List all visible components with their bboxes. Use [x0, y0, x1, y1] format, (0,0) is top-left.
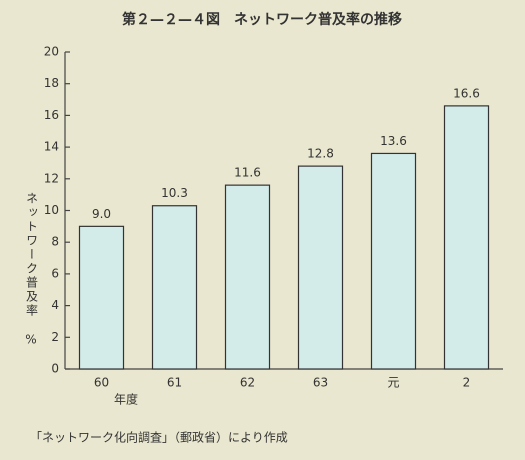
- bar: [443, 105, 490, 370]
- y-axis-unit: %: [25, 333, 36, 347]
- y-tick-label: 18: [44, 76, 59, 90]
- y-tick-label: 8: [51, 235, 59, 249]
- x-tick-label: 2: [463, 376, 471, 390]
- y-tick-label: 16: [44, 108, 59, 122]
- y-tick-label: 20: [44, 45, 59, 59]
- y-axis-label: ネットワーク普及率: [25, 192, 39, 318]
- chart-title: 第２—２—４図 ネットワーク普及率の推移: [122, 11, 402, 28]
- value-label: 16.6: [453, 86, 480, 100]
- y-tick-label: 12: [44, 171, 59, 185]
- y-tick-label: 0: [51, 362, 59, 376]
- bar: [297, 165, 344, 370]
- source-note: 「ネットワーク化向調査」（郵政省）により作成: [30, 430, 288, 445]
- value-label: 10.3: [161, 186, 188, 200]
- bar: [151, 205, 198, 370]
- y-tick-label: 6: [51, 266, 59, 280]
- bar: [224, 184, 271, 370]
- bar: [370, 152, 417, 370]
- x-tick-label: 60: [94, 376, 109, 390]
- value-label: 12.8: [307, 147, 334, 161]
- y-tick-label: 4: [51, 298, 59, 312]
- y-tick-label: 10: [44, 203, 59, 217]
- value-label: 9.0: [92, 207, 111, 221]
- x-tick-label: 62: [240, 376, 255, 390]
- x-tick-label: 63: [313, 376, 328, 390]
- bar: [78, 225, 125, 370]
- x-tick-label: 61: [167, 376, 182, 390]
- value-label: 11.6: [234, 166, 261, 180]
- y-tick-label: 2: [51, 330, 59, 344]
- value-label: 13.6: [380, 134, 407, 148]
- y-tick-label: 14: [44, 140, 59, 154]
- x-axis-label: 年度: [114, 392, 138, 407]
- x-tick-label: 元: [387, 376, 399, 390]
